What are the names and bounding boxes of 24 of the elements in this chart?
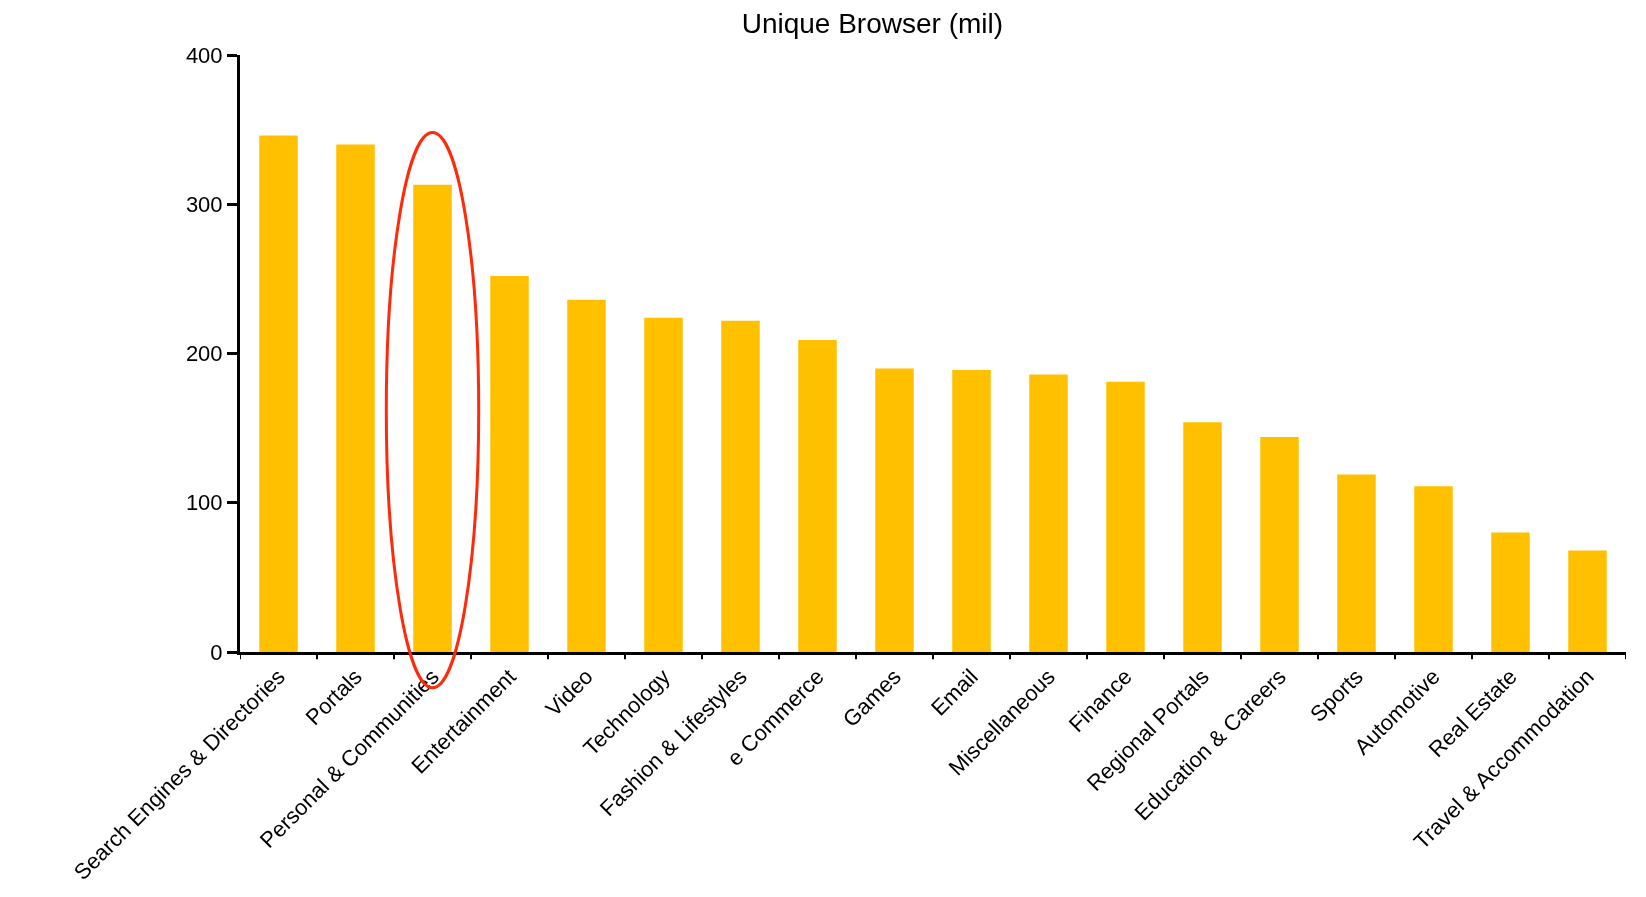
bar (259, 135, 298, 652)
bar (336, 144, 375, 652)
y-tick-label: 400 (185, 42, 223, 68)
bar (1337, 474, 1376, 652)
bar (644, 317, 683, 652)
bar (1029, 374, 1068, 652)
bar (1568, 550, 1607, 652)
y-tick-label: 0 (210, 639, 223, 665)
bar (1183, 422, 1222, 652)
y-tick-label: 200 (185, 341, 223, 367)
bar (952, 369, 991, 652)
bar (1491, 532, 1530, 652)
bar (1414, 486, 1453, 652)
bar (567, 299, 606, 652)
bar (413, 184, 452, 652)
bar (1106, 381, 1145, 652)
chart-title: Unique Browser (mil) (741, 8, 1004, 40)
bar (490, 275, 529, 652)
bar (798, 340, 837, 652)
y-tick-label: 300 (185, 191, 223, 217)
bar (875, 368, 914, 652)
bar (1260, 437, 1299, 652)
y-tick-label: 100 (185, 490, 223, 516)
bar (721, 320, 760, 652)
